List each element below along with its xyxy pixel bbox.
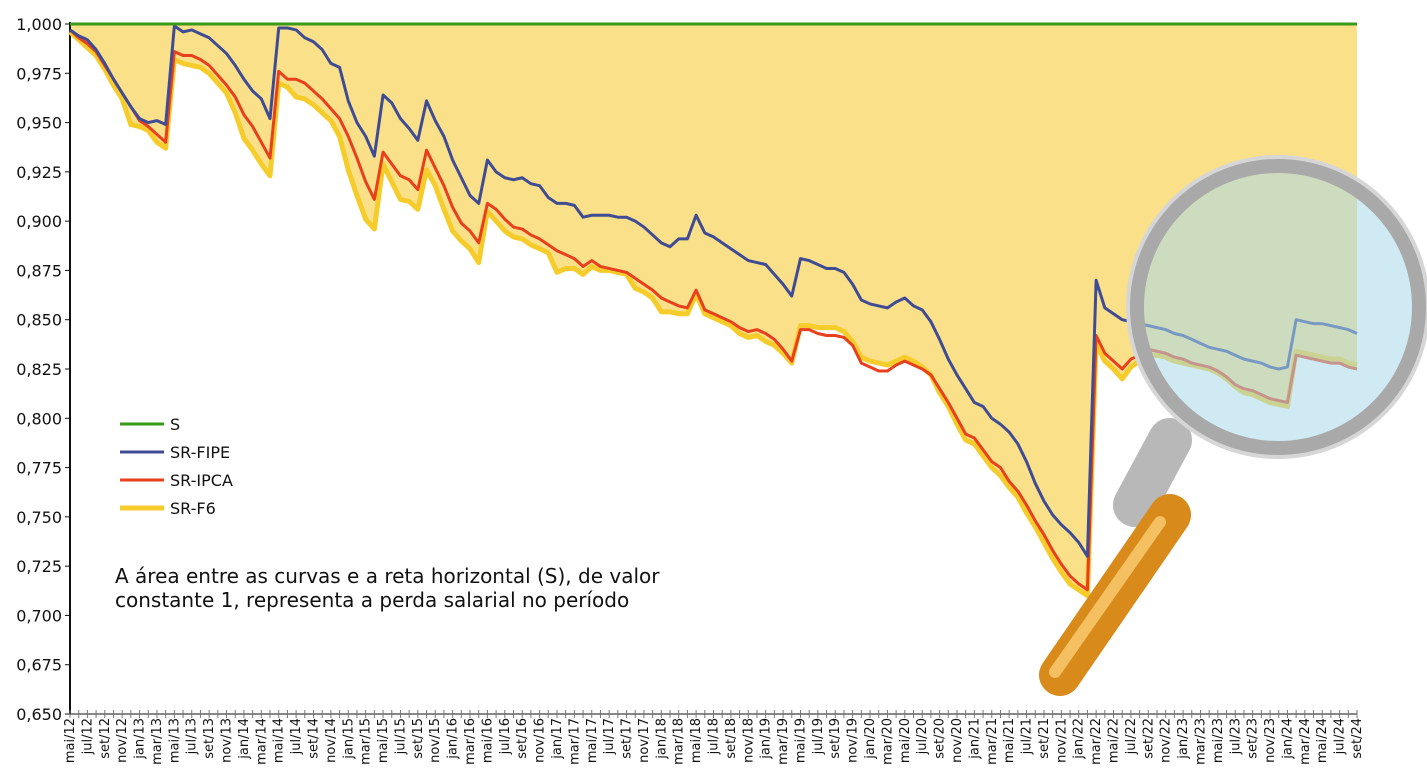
x-tick-label: nov/15: [428, 718, 443, 763]
x-tick-label: nov/14: [324, 718, 339, 763]
page: 0,650 0,675 0,700 0,725 0,750 0,775 0,800 0,825…: [0, 0, 1427, 773]
x-tick-label: jul/20: [915, 718, 930, 755]
x-tick-label: mar/19: [776, 718, 791, 765]
x-tick-label: nov/21: [1054, 718, 1069, 763]
x-tick-label: mar/20: [880, 718, 895, 765]
x-tick-label: nov/12: [115, 718, 130, 763]
x-tick-label: jan/21: [967, 718, 982, 760]
annotation: constante 1, representa a perda salarial…: [115, 588, 629, 612]
y-tick-label: 0,700: [16, 606, 62, 625]
x-tick-label: mai/14: [272, 718, 287, 763]
x-tick-label: jul/15: [393, 718, 408, 755]
x-tick-label: mai/17: [585, 718, 600, 763]
y-tick-label: 1,000: [16, 15, 62, 34]
y-tick-label: 0,725: [16, 557, 62, 576]
x-tick-label: jan/19: [759, 718, 774, 760]
x-tick-label: mai/23: [1211, 718, 1226, 763]
x-tick-label: jul/22: [1124, 718, 1139, 755]
y-tick-label: 0,950: [16, 114, 62, 133]
x-tick-label: jan/15: [341, 718, 356, 760]
x-tick-label: mar/22: [1089, 718, 1104, 765]
x-tick-label: jul/23: [1228, 718, 1243, 755]
x-tick-label: mai/18: [689, 718, 704, 763]
x-tick-label: jul/19: [811, 718, 826, 755]
x-tick-label: jul/14: [289, 718, 304, 755]
x-tick-label: jan/17: [550, 718, 565, 760]
x-tick-label: mar/14: [254, 718, 269, 765]
x-tick-label: mar/18: [672, 718, 687, 765]
x-tick-label: set/24: [1350, 718, 1365, 759]
x-tick-label: mai/13: [167, 718, 182, 763]
x-tick-label: set/16: [515, 718, 530, 759]
y-tick-label: 0,825: [16, 360, 62, 379]
x-tick-label: set/22: [1141, 718, 1156, 759]
x-tick-label: set/18: [724, 718, 739, 759]
x-tick-label: set/15: [411, 718, 426, 759]
x-tick-label: jul/12: [80, 718, 95, 755]
x-tick-label: mar/17: [567, 718, 582, 765]
x-tick-label: nov/18: [741, 718, 756, 763]
x-tick-label: set/17: [620, 718, 635, 759]
x-tick-label: jan/13: [133, 718, 148, 760]
y-tick-label: 0,775: [16, 459, 62, 478]
legend-label: S: [170, 415, 180, 434]
x-tick-label: jan/16: [446, 718, 461, 760]
x-tick-label: mar/21: [985, 718, 1000, 765]
x-tick-label: mar/23: [1193, 718, 1208, 765]
x-tick-label: nov/23: [1263, 718, 1278, 763]
magnifier-lens: [1136, 165, 1420, 449]
x-tick-label: jul/13: [185, 718, 200, 755]
y-tick-label: 0,675: [16, 656, 62, 675]
y-tick-label: 0,800: [16, 409, 62, 428]
legend-label: SR-FIPE: [170, 443, 230, 462]
y-tick-label: 0,975: [16, 64, 62, 83]
x-tick-label: nov/20: [950, 718, 965, 763]
x-tick-label: jan/22: [1072, 718, 1087, 760]
annotation: A área entre as curvas e a reta horizont…: [115, 564, 660, 588]
x-tick-label: mai/22: [1107, 718, 1122, 763]
x-tick-label: nov/16: [533, 718, 548, 763]
x-tick-label: jan/24: [1280, 718, 1295, 760]
x-tick-label: set/23: [1246, 718, 1261, 759]
legend-label: SR-F6: [170, 499, 216, 518]
x-tick-label: jul/18: [707, 718, 722, 755]
y-tick-label: 0,650: [16, 705, 62, 724]
x-tick-label: nov/13: [220, 718, 235, 763]
x-tick-label: nov/19: [846, 718, 861, 763]
x-tick-label: jul/24: [1333, 718, 1348, 755]
x-tick-label: mai/16: [480, 718, 495, 763]
x-tick-label: jan/18: [654, 718, 669, 760]
y-tick-label: 0,875: [16, 261, 62, 280]
x-tick-label: mar/24: [1298, 718, 1313, 765]
x-tick-label: jan/14: [237, 718, 252, 760]
x-tick-label: set/20: [933, 718, 948, 759]
x-tick-label: mai/21: [1002, 718, 1017, 763]
x-tick-label: jul/21: [1020, 718, 1035, 755]
x-tick-label: nov/17: [637, 718, 652, 763]
x-tick-label: mai/15: [376, 718, 391, 763]
y-tick-label: 0,925: [16, 163, 62, 182]
x-tick-label: jul/17: [602, 718, 617, 755]
x-tick-label: set/19: [828, 718, 843, 759]
y-tick-label: 0,850: [16, 311, 62, 330]
chart: 0,650 0,675 0,700 0,725 0,750 0,775 0,800 0,825…: [0, 0, 1427, 769]
x-tick-label: mar/15: [359, 718, 374, 765]
x-tick-label: set/14: [306, 718, 321, 759]
x-tick-label: jul/16: [498, 718, 513, 755]
x-tick-label: mai/24: [1315, 718, 1330, 763]
x-tick-label: mai/12: [63, 718, 78, 763]
x-tick-label: mai/19: [793, 718, 808, 763]
x-tick-label: set/13: [202, 718, 217, 759]
x-tick-label: jan/23: [1176, 718, 1191, 760]
y-tick-label: 0,750: [16, 508, 62, 527]
x-tick-label: mai/20: [898, 718, 913, 763]
x-tick-label: mar/13: [150, 718, 165, 765]
y-tick-label: 0,900: [16, 212, 62, 231]
x-tick-label: jan/20: [863, 718, 878, 760]
x-tick-label: nov/22: [1159, 718, 1174, 763]
x-tick-label: mar/16: [463, 718, 478, 765]
x-tick-label: set/12: [98, 718, 113, 759]
legend-label: SR-IPCA: [170, 471, 233, 490]
x-tick-label: set/21: [1037, 718, 1052, 759]
